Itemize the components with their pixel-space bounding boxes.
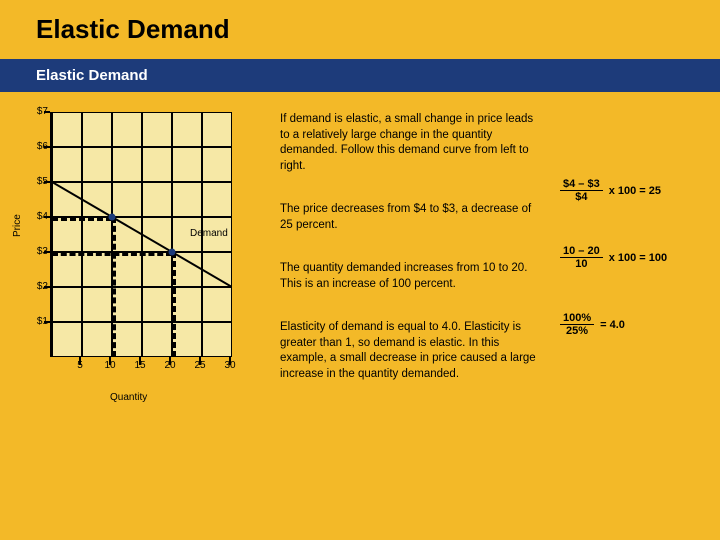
drop-line-v [112,217,116,357]
data-point [109,214,116,221]
chart-column: Price Demand Quantity $1$2$3$4$5$6$75101… [20,112,270,410]
para-price: The price decreases from $4 to $3, a dec… [280,202,544,233]
para-intro: If demand is elastic, a small change in … [280,112,544,174]
calc-elast-eq: = 4.0 [600,319,625,331]
calc-elast: 100% 25% = 4.0 [560,312,710,337]
calc-price: $4 – $3 $4 x 100 = 25 [560,178,710,203]
y-axis-label: Price [12,214,23,237]
data-point [169,249,176,256]
x-axis-label: Quantity [110,392,147,403]
calc-qty-bot: 10 [572,258,590,270]
calc-qty-top: 10 – 20 [560,245,603,258]
drop-line-h [52,217,112,221]
page-title: Elastic Demand [0,0,720,59]
content-area: Price Demand Quantity $1$2$3$4$5$6$75101… [0,92,720,410]
calc-column: $4 – $3 $4 x 100 = 25 10 – 20 10 x 100 =… [560,112,710,410]
calc-qty-eq: x 100 = 100 [609,252,667,264]
drop-line-h [52,252,172,256]
text-column: If demand is elastic, a small change in … [280,112,550,410]
drop-line-v [172,252,176,357]
calc-price-eq: x 100 = 25 [609,185,661,197]
calc-elast-bot: 25% [563,325,591,337]
calc-qty: 10 – 20 10 x 100 = 100 [560,245,710,270]
title-band: Elastic Demand [0,59,720,92]
calc-price-top: $4 – $3 [560,178,603,191]
demand-label: Demand [190,228,228,239]
para-elasticity: Elasticity of demand is equal to 4.0. El… [280,320,544,382]
para-quantity: The quantity demanded increases from 10 … [280,261,544,292]
subtitle: Elastic Demand [36,67,720,84]
calc-elast-top: 100% [560,312,594,325]
plot-area: Demand [50,112,230,357]
demand-chart: Price Demand Quantity $1$2$3$4$5$6$75101… [20,112,250,402]
calc-price-bot: $4 [572,191,590,203]
